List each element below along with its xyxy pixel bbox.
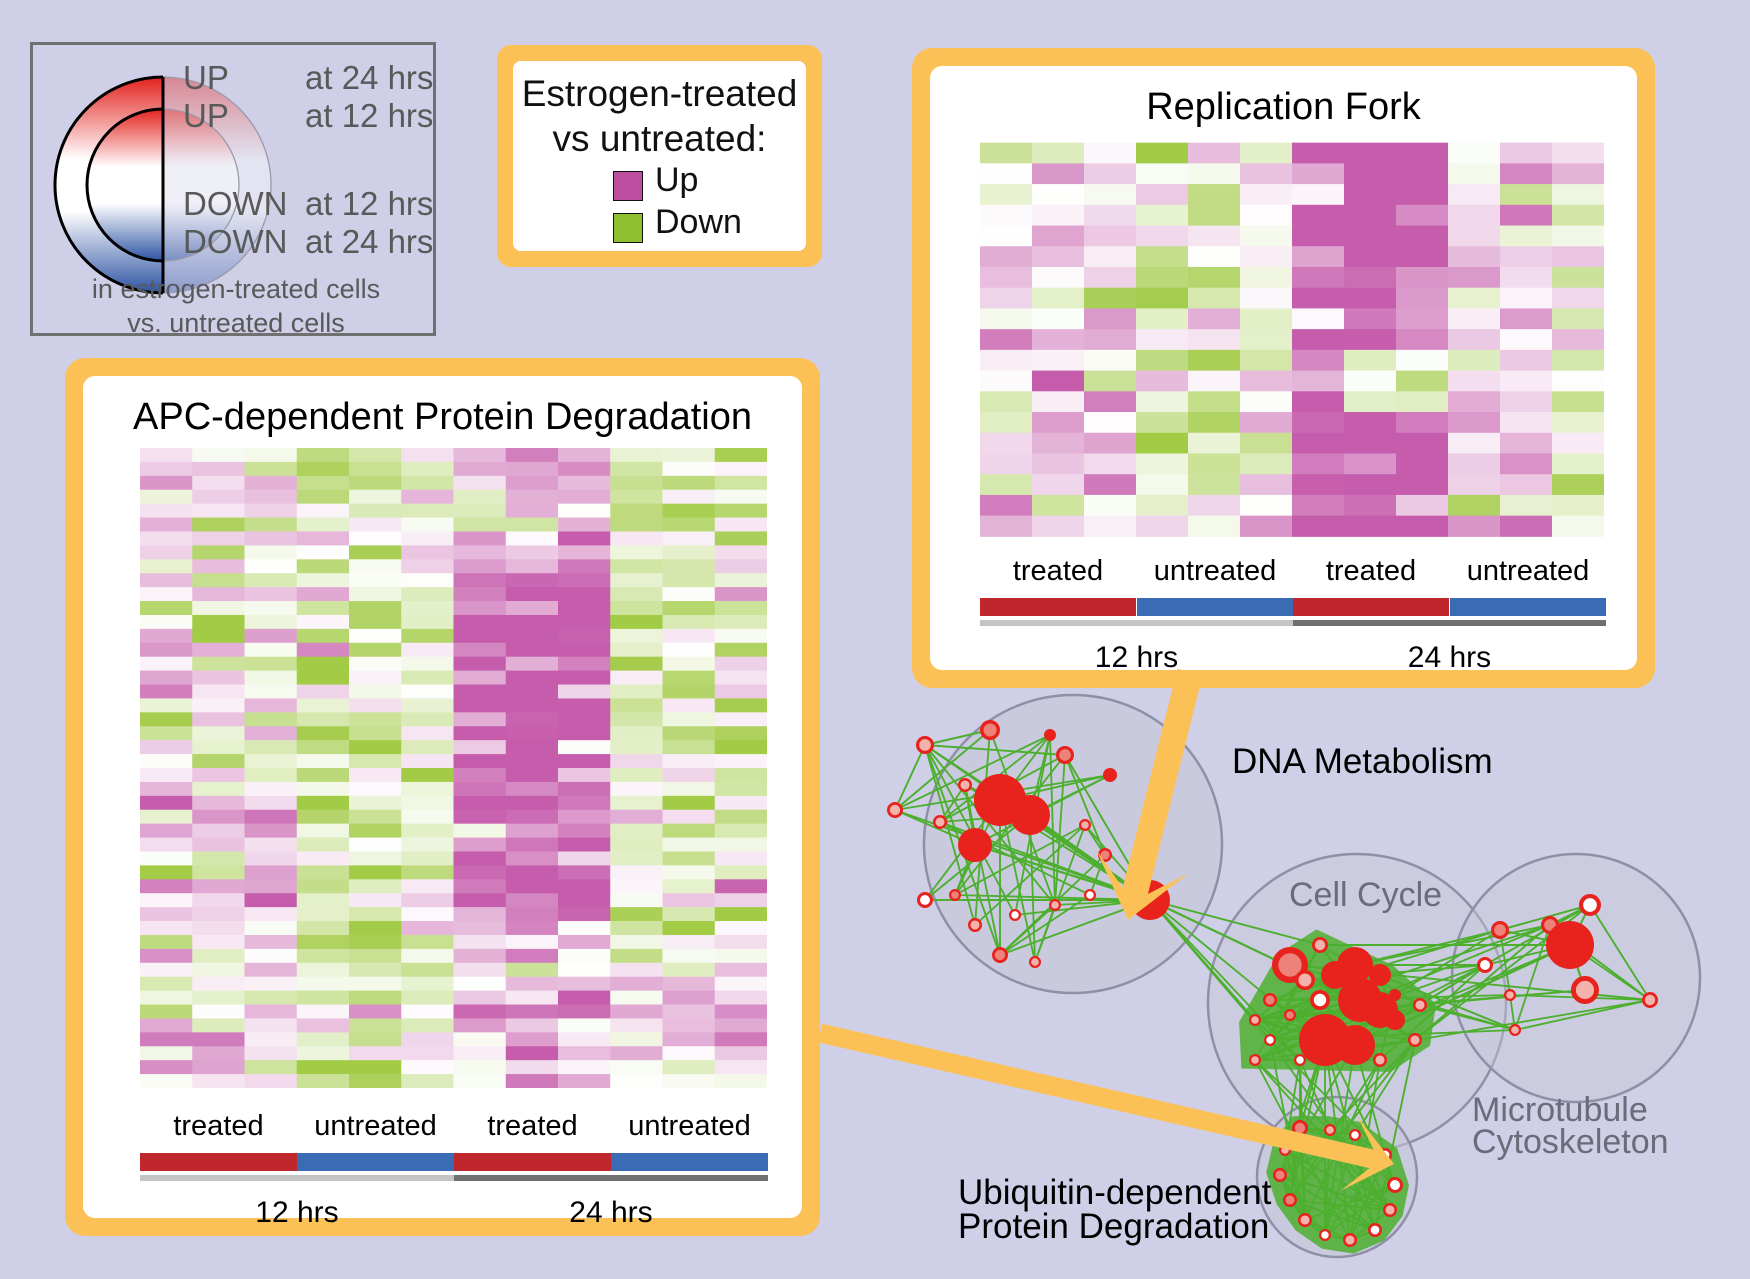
svg-text:DNA Metabolism: DNA Metabolism (1232, 742, 1493, 781)
svg-text:Cell Cycle: Cell Cycle (1289, 876, 1442, 914)
svg-text:Cytoskeleton: Cytoskeleton (1472, 1123, 1669, 1161)
svg-text:Protein Degradation: Protein Degradation (958, 1207, 1269, 1246)
